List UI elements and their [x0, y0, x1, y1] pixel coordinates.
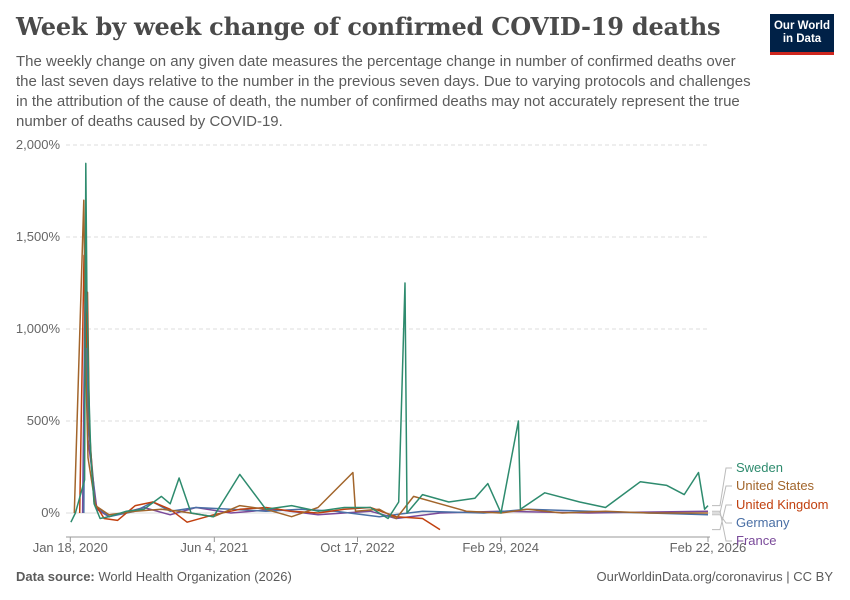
- legend-label-france: France: [736, 533, 776, 548]
- legend-connector: [712, 485, 732, 514]
- source-value: World Health Organization (2026): [98, 569, 292, 584]
- logo-line-1: Our World: [773, 20, 830, 32]
- legend-label-united-kingdom: United Kingdom: [736, 497, 829, 512]
- x-tick-label: Jun 4, 2021: [180, 540, 248, 555]
- x-tick-label: Oct 17, 2022: [320, 540, 394, 555]
- y-tick-label: 500%: [27, 413, 61, 428]
- footer-link[interactable]: OurWorldinData.org/coronavirus | CC BY: [596, 569, 833, 584]
- series-line-united-states: [73, 199, 708, 520]
- x-axis-ticks: Jan 18, 2020 Jun 4, 2021 Oct 17, 2022 Feb 2…: [33, 536, 747, 555]
- series-lines: [70, 162, 709, 531]
- legend-label-germany: Germany: [736, 515, 790, 530]
- gridlines: [66, 144, 710, 514]
- x-tick-label: Feb 22, 2026: [670, 540, 747, 555]
- y-tick-label: 2,000%: [16, 137, 61, 152]
- y-axis-ticks: 0% 500% 1,000% 1,500% 2,000%: [16, 137, 61, 520]
- chart-title: Week by week change of confirmed COVID-1…: [16, 12, 721, 41]
- chart-plot: 0% 500% 1,000% 1,500% 2,000% Jan 18, 2020 Jun…: [16, 137, 829, 555]
- x-tick-label: Jan 18, 2020: [33, 540, 108, 555]
- legend-connector: [712, 504, 732, 531]
- series-line-sweden: [70, 162, 709, 523]
- source-label: Data source:: [16, 569, 95, 584]
- legend-label-sweden: Sweden: [736, 460, 783, 475]
- y-tick-label: 1,500%: [16, 229, 61, 244]
- y-tick-label: 1,000%: [16, 321, 61, 336]
- owid-logo[interactable]: Our World in Data: [770, 14, 834, 55]
- legend: Sweden United States United Kingdom Germany…: [712, 460, 829, 548]
- series-line-germany: [83, 245, 709, 518]
- series-line-united-kingdom: [78, 254, 441, 531]
- legend-label-united-states: United States: [736, 478, 815, 493]
- footer-source: Data source: World Health Organization (…: [16, 569, 292, 584]
- legend-connector: [712, 510, 732, 542]
- series-line-france: [81, 273, 709, 520]
- y-tick-label: 0%: [41, 505, 60, 520]
- legend-connector: [712, 467, 732, 507]
- legend-connector: [712, 514, 732, 524]
- chart-subtitle: The weekly change on any given date meas…: [16, 53, 751, 130]
- x-tick-label: Feb 29, 2024: [462, 540, 539, 555]
- logo-line-2: in Data: [782, 33, 822, 45]
